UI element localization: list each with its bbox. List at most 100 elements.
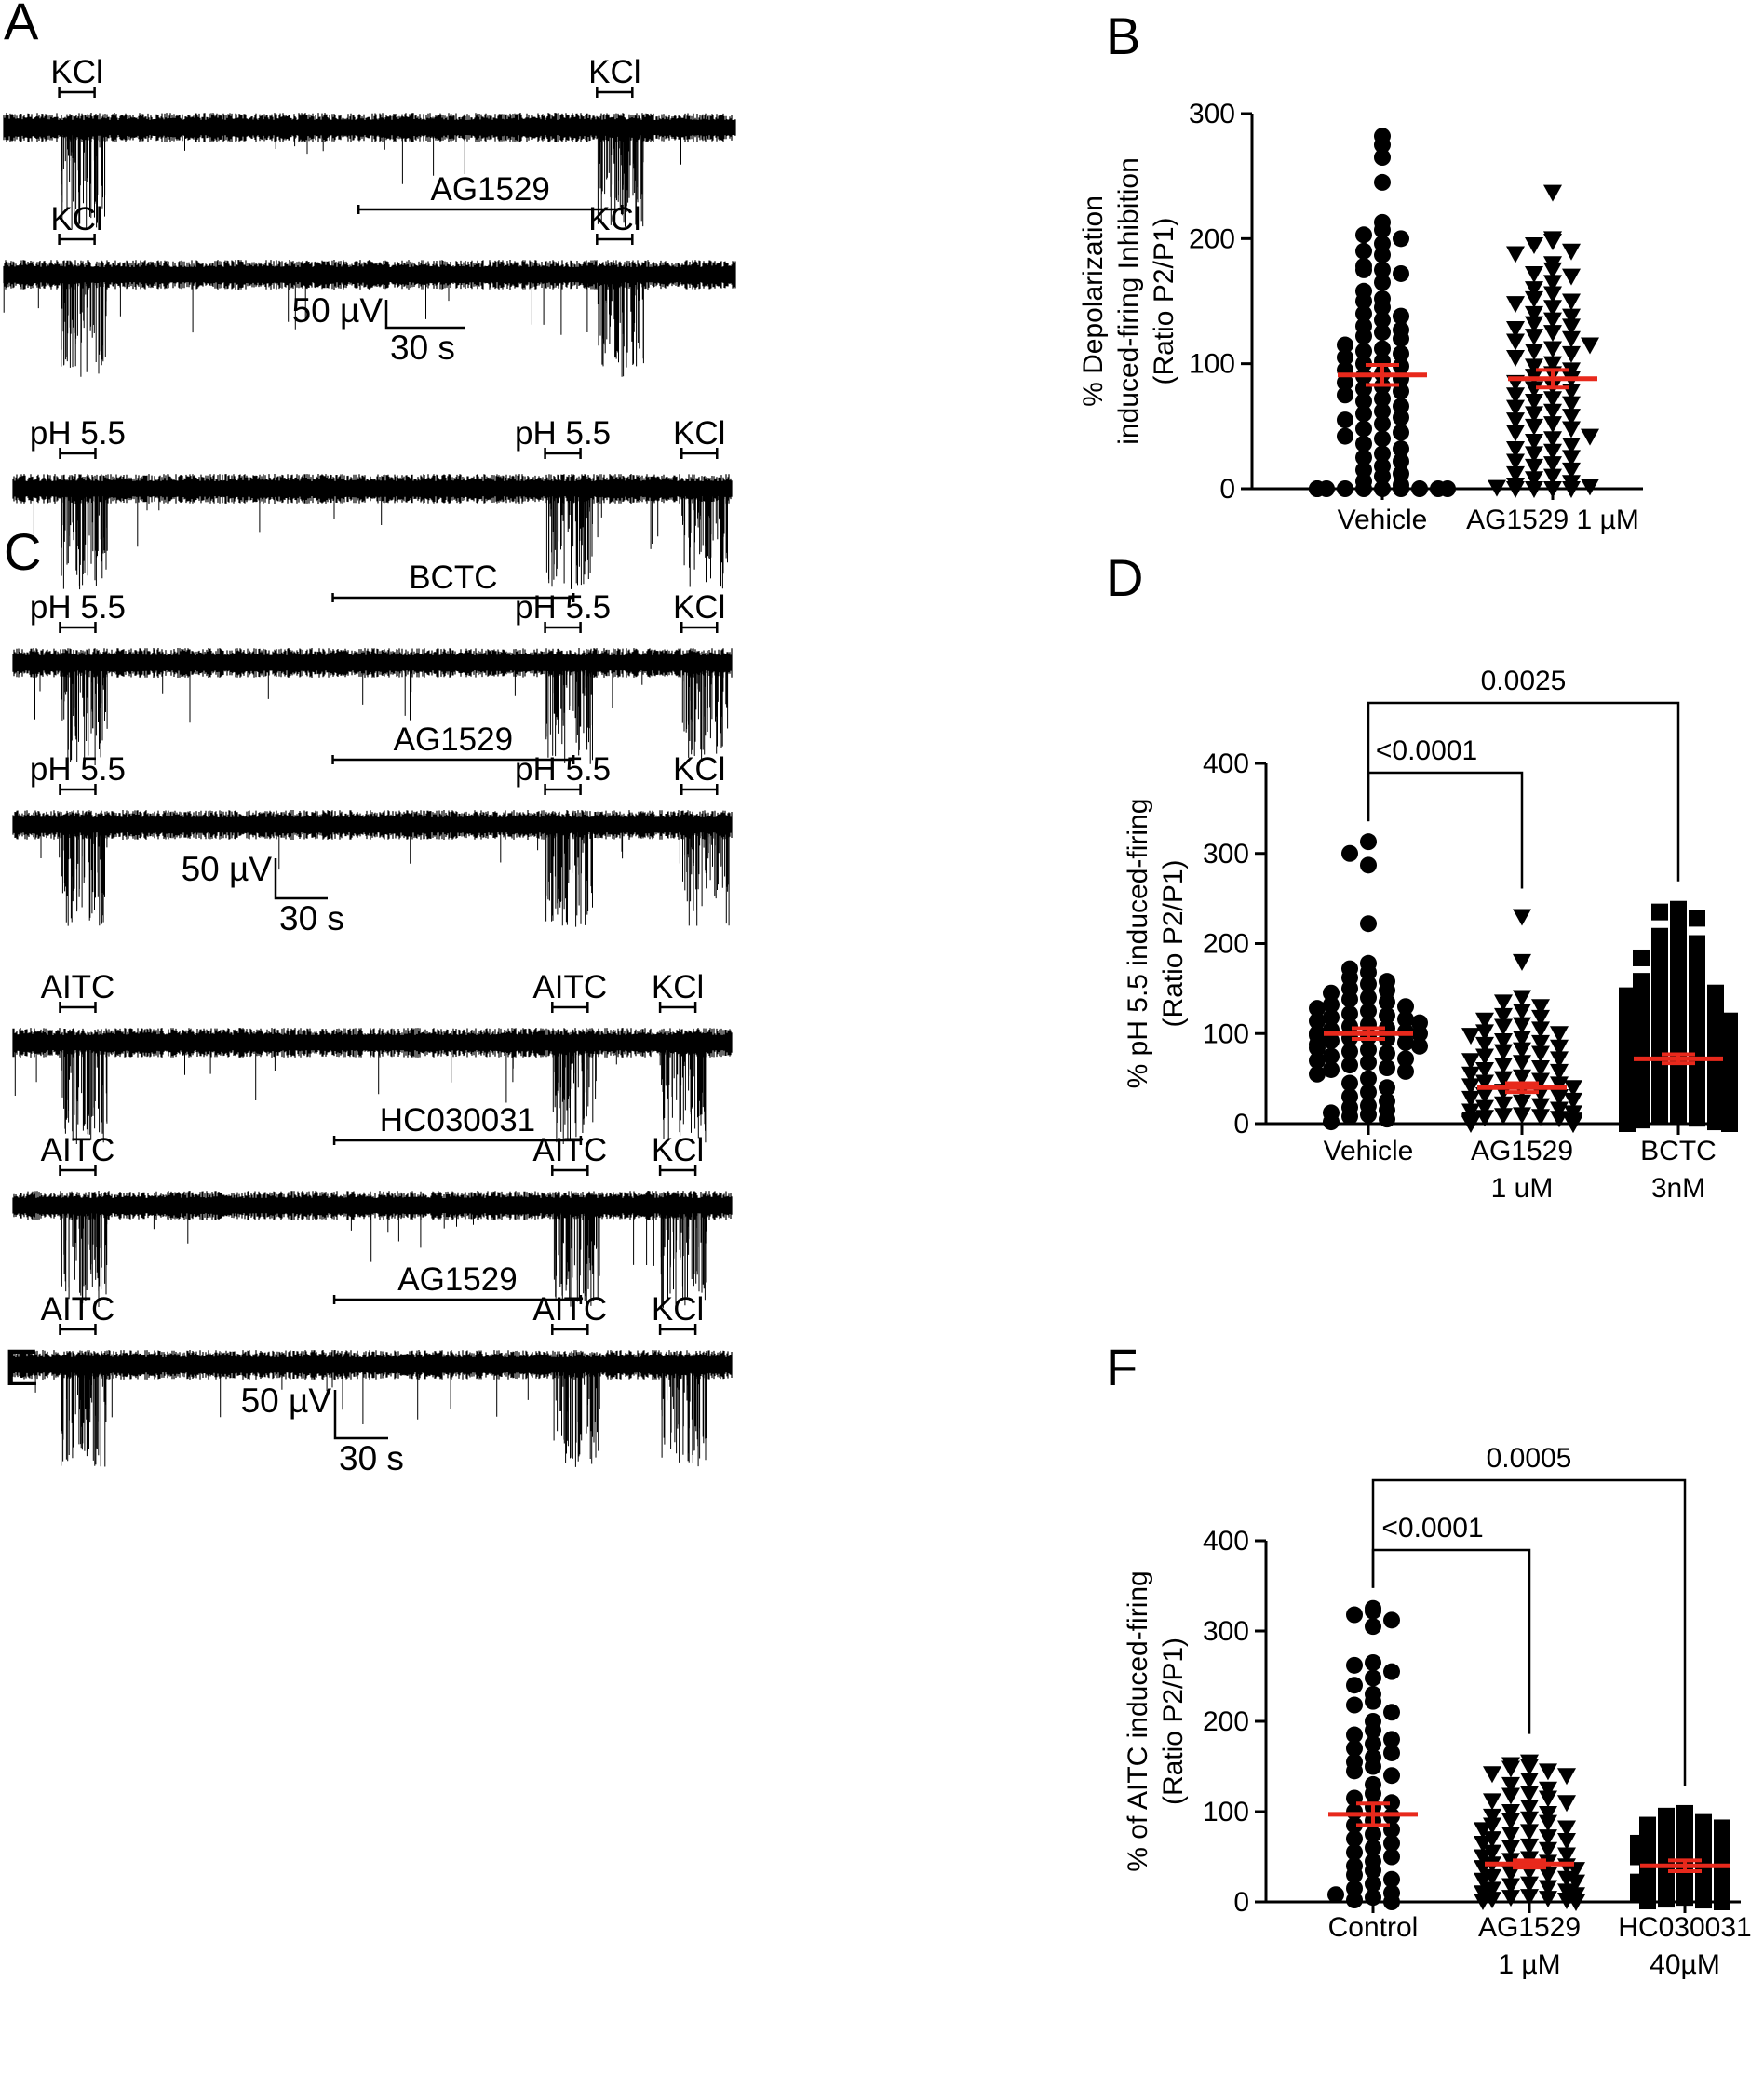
- stimulus-label: KCl: [652, 969, 704, 1005]
- trace-response: [597, 275, 644, 377]
- data-point: [1525, 418, 1543, 436]
- data-point: [1501, 1776, 1520, 1794]
- data-point: [1494, 1096, 1513, 1113]
- data-point: [1355, 226, 1372, 244]
- data-point: [1557, 1847, 1576, 1865]
- data-point: [1494, 1032, 1513, 1050]
- data-point: [1506, 465, 1525, 483]
- data-point: [1383, 1744, 1400, 1761]
- data-point: [1501, 1878, 1520, 1895]
- data-point: [1337, 373, 1353, 391]
- data-point: [1531, 1072, 1550, 1090]
- data-point: [1513, 1069, 1531, 1086]
- data-point: [1411, 1025, 1428, 1043]
- trace-response: [545, 825, 593, 927]
- data-point: [1689, 1085, 1705, 1102]
- significance-bracket: [1367, 701, 1680, 882]
- data-point: [1383, 1870, 1400, 1888]
- data-point: [1658, 1864, 1675, 1881]
- data-point: [1346, 1843, 1363, 1861]
- data-point: [1501, 1853, 1520, 1870]
- data-point: [1567, 1874, 1585, 1892]
- x-category-label: HC030031: [1618, 1912, 1751, 1943]
- data-point: [1475, 1061, 1494, 1079]
- data-point: [1531, 1034, 1550, 1052]
- data-point: [1501, 1890, 1520, 1907]
- stimulus-bar: [544, 448, 582, 459]
- data-point: [1506, 441, 1525, 459]
- data-point: [1374, 136, 1391, 154]
- data-point: [1483, 1831, 1501, 1849]
- data-point: [1501, 1813, 1520, 1830]
- stimulus-label: KCl: [588, 201, 640, 237]
- data-point: [1355, 405, 1372, 423]
- data-point: [1365, 1735, 1381, 1753]
- data-point: [1525, 381, 1543, 398]
- data-point: [1557, 1820, 1576, 1838]
- scale-voltage-label: 50 µV: [292, 291, 384, 330]
- data-point: [1346, 1880, 1363, 1897]
- data-point: [1374, 415, 1391, 433]
- data-point: [1365, 1602, 1381, 1620]
- data-point: [1619, 1077, 1636, 1095]
- data-point: [1539, 1841, 1557, 1859]
- data-point: [1619, 987, 1636, 1004]
- p-value-label: <0.0001: [1381, 1513, 1483, 1544]
- y-tick-label: 300: [1203, 839, 1249, 869]
- trace-spikes: [34, 663, 643, 723]
- data-point: [1531, 1045, 1550, 1063]
- stimulus-bar: [58, 234, 96, 245]
- data-point: [1658, 1812, 1675, 1829]
- y-tick-label: 400: [1203, 748, 1249, 779]
- data-point: [1355, 480, 1372, 497]
- data-point: [1475, 1087, 1494, 1105]
- data-point: [1520, 1876, 1539, 1894]
- data-point: [1323, 1113, 1340, 1131]
- y-tick-label: 100: [1203, 1018, 1249, 1049]
- data-point: [1525, 446, 1543, 464]
- data-point: [1550, 1076, 1569, 1094]
- data-point: [1539, 1790, 1557, 1808]
- data-point: [1365, 1758, 1381, 1775]
- data-point: [1557, 1795, 1576, 1813]
- data-point: [1562, 421, 1581, 438]
- trace-baseline: [12, 1191, 733, 1220]
- stimulus-label: pH 5.5: [515, 751, 611, 788]
- data-point: [1567, 1894, 1585, 1911]
- data-point: [1689, 1110, 1705, 1127]
- data-point: [1562, 396, 1581, 413]
- data-point: [1506, 399, 1525, 417]
- data-point: [1550, 1026, 1569, 1044]
- data-point: [1346, 1696, 1363, 1714]
- stimulus-label: AITC: [41, 1291, 115, 1328]
- data-point: [1506, 333, 1525, 351]
- data-point: [1525, 458, 1543, 476]
- data-point: [1707, 984, 1724, 1002]
- data-point: [1550, 1039, 1569, 1057]
- data-point: [1323, 1031, 1340, 1049]
- data-point: [1539, 1781, 1557, 1799]
- data-point: [1651, 942, 1668, 960]
- stimulus-bar: [680, 448, 719, 459]
- data-point: [1393, 307, 1409, 325]
- data-point: [1520, 1800, 1539, 1817]
- data-point: [1483, 1766, 1501, 1784]
- trace-response: [661, 1365, 707, 1467]
- data-point: [1355, 261, 1372, 278]
- data-point: [1695, 1840, 1712, 1858]
- data-point: [1513, 1031, 1531, 1048]
- data-point: [1393, 383, 1409, 400]
- data-point: [1309, 1012, 1326, 1030]
- data-point: [1327, 1886, 1344, 1904]
- stimulus-bar: [59, 1165, 97, 1176]
- data-point: [1633, 981, 1650, 999]
- data-point: [1531, 1060, 1550, 1078]
- data-point: [1562, 462, 1581, 479]
- data-point: [1714, 1870, 1730, 1888]
- x-category-label: BCTC: [1640, 1136, 1717, 1166]
- data-point: [1520, 1786, 1539, 1803]
- data-point: [1670, 923, 1687, 941]
- data-point: [1513, 1107, 1531, 1125]
- drug-label: AG1529: [397, 1261, 517, 1298]
